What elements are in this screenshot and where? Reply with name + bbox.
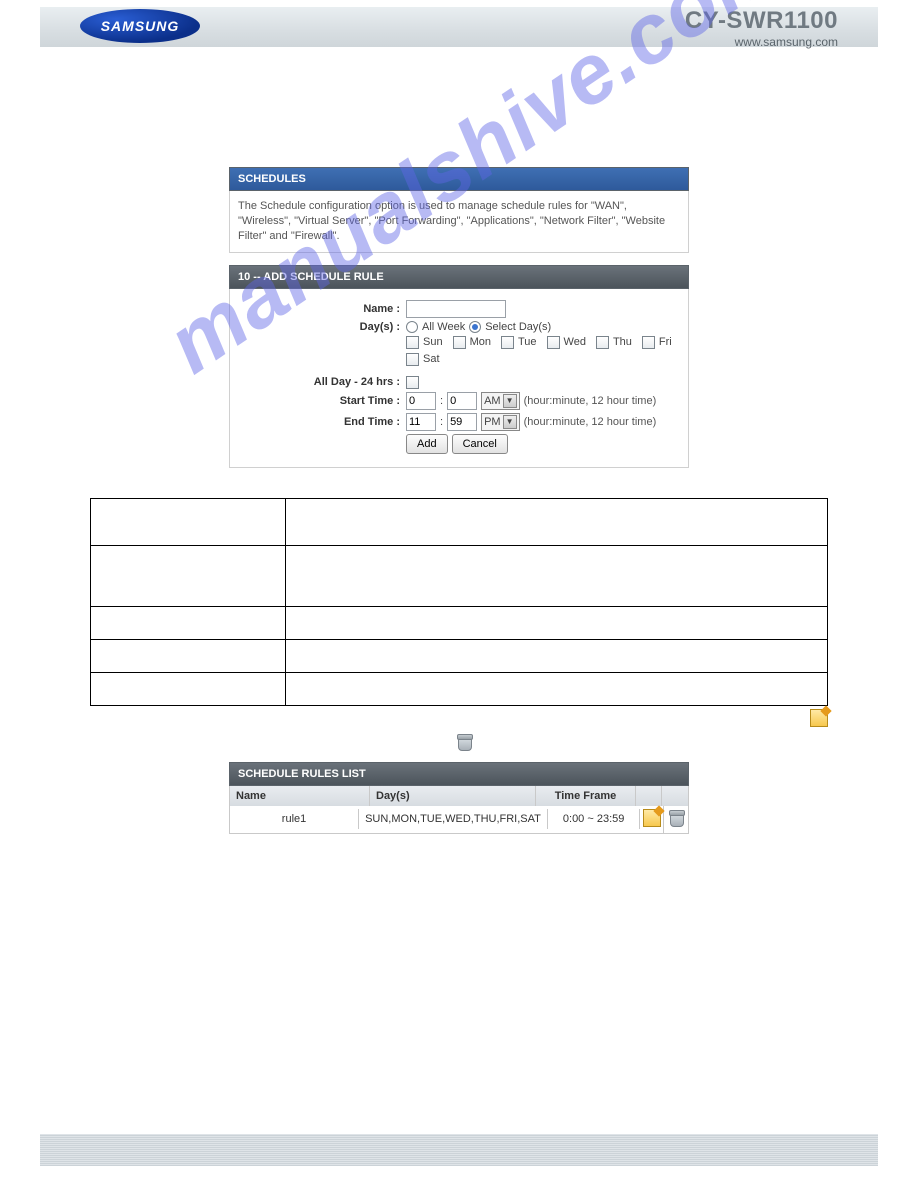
day-checkbox-row: Sun Mon Tue Wed Thu Fri Sat	[406, 336, 682, 366]
col-time: Time Frame	[536, 786, 636, 806]
col-days: Day(s)	[370, 786, 536, 806]
brand-logo: SAMSUNG	[80, 9, 200, 43]
radio-selectdays[interactable]	[469, 321, 481, 333]
day-label: Thu	[613, 336, 632, 348]
day-checkbox-thu[interactable]	[596, 336, 609, 349]
day-checkbox-sun[interactable]	[406, 336, 419, 349]
day-label: Wed	[564, 336, 586, 348]
colon: :	[440, 416, 443, 428]
params-table	[90, 498, 828, 706]
day-label: Mon	[470, 336, 491, 348]
schedules-description: The Schedule configuration option is use…	[229, 191, 689, 253]
end-ampm-select[interactable]: PM▼	[481, 413, 520, 431]
add-button[interactable]: Add	[406, 434, 448, 454]
add-rule-heading: 10 -- ADD SCHEDULE RULE	[229, 265, 689, 289]
note-icon	[810, 709, 828, 730]
start-ampm-select[interactable]: AM▼	[481, 392, 520, 410]
name-input[interactable]	[406, 300, 506, 318]
cancel-button[interactable]: Cancel	[452, 434, 508, 454]
day-checkbox-mon[interactable]	[453, 336, 466, 349]
day-checkbox-fri[interactable]	[642, 336, 655, 349]
start-min-input[interactable]	[447, 392, 477, 410]
delete-icon[interactable]	[667, 809, 685, 827]
end-hour-input[interactable]	[406, 413, 436, 431]
model-number: CY-SWR1100	[685, 7, 838, 35]
trash-icon	[455, 733, 473, 754]
brand-text: SAMSUNG	[80, 9, 200, 43]
label-start: Start Time :	[236, 395, 406, 407]
edit-icon[interactable]	[643, 809, 661, 827]
rules-heading: SCHEDULE RULES LIST	[229, 762, 689, 786]
table-row: rule1 SUN,MON,TUE,WED,THU,FRI,SAT 0:00 ~…	[230, 806, 688, 833]
opt-selectdays: Select Day(s)	[485, 321, 551, 333]
end-min-input[interactable]	[447, 413, 477, 431]
chevron-down-icon: ▼	[503, 415, 517, 429]
day-checkbox-wed[interactable]	[547, 336, 560, 349]
end-hint: (hour:minute, 12 hour time)	[524, 416, 657, 428]
main-content: SCHEDULES The Schedule configuration opt…	[229, 167, 689, 468]
day-label: Sun	[423, 336, 443, 348]
label-days: Day(s) :	[236, 321, 406, 333]
label-name: Name :	[236, 303, 406, 315]
start-hour-input[interactable]	[406, 392, 436, 410]
rule-days: SUN,MON,TUE,WED,THU,FRI,SAT	[359, 809, 548, 829]
col-name: Name	[230, 786, 370, 806]
start-hint: (hour:minute, 12 hour time)	[524, 395, 657, 407]
opt-allweek: All Week	[422, 321, 465, 333]
allday-checkbox[interactable]	[406, 376, 419, 389]
day-label: Fri	[659, 336, 672, 348]
day-label: Sat	[423, 353, 440, 365]
rules-list: SCHEDULE RULES LIST Name Day(s) Time Fra…	[229, 762, 689, 834]
page-header: SAMSUNG CY-SWR1100 www.samsung.com	[40, 7, 878, 47]
add-rule-form: Name : Day(s) : All Week Select Day(s) S…	[229, 289, 689, 468]
label-allday: All Day - 24 hrs :	[236, 376, 406, 388]
rule-name: rule1	[230, 809, 359, 829]
radio-allweek[interactable]	[406, 321, 418, 333]
day-checkbox-tue[interactable]	[501, 336, 514, 349]
model-url: www.samsung.com	[685, 35, 838, 49]
rule-time: 0:00 ~ 23:59	[548, 809, 641, 829]
chevron-down-icon: ▼	[503, 394, 517, 408]
day-checkbox-sat[interactable]	[406, 353, 419, 366]
rules-header: Name Day(s) Time Frame	[230, 786, 688, 806]
schedules-heading: SCHEDULES	[229, 167, 689, 191]
day-label: Tue	[518, 336, 537, 348]
page-footer	[40, 1134, 878, 1166]
colon: :	[440, 395, 443, 407]
label-end: End Time :	[236, 416, 406, 428]
model-block: CY-SWR1100 www.samsung.com	[685, 7, 838, 49]
